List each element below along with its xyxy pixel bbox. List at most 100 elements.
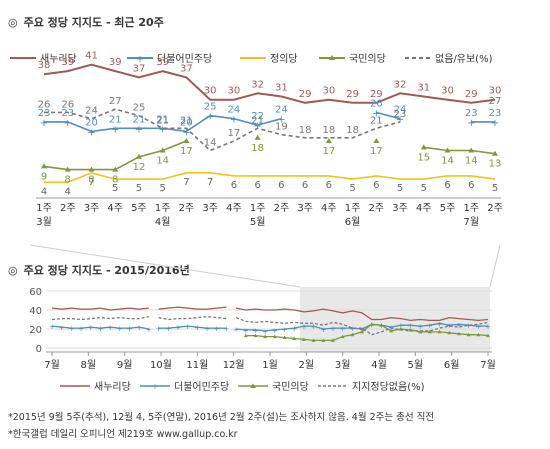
chart2-title-text: 주요 정당 지지도 - 2015/2016년 [23,264,190,277]
y-tick-20: 20 [29,325,42,336]
x-tick-6: 2주 [179,203,195,214]
c2-x-tick-0: 7월 [44,359,60,371]
legend-marker-people [329,55,335,60]
c2-point-minjoo-2: + [68,325,74,333]
point-people-0 [41,163,47,169]
x-tick-12: 4주 [321,203,337,214]
point-minjoo-2: + [87,127,95,138]
data-label-people-17: 14 [441,156,454,167]
x-tick-11: 3주 [297,203,313,214]
c2-point-minjoo-16: + [204,325,210,333]
c2-point-minjoo-43: + [466,322,472,330]
y-tick-60: 60 [29,287,42,298]
month-label-7월: 7월 [463,216,479,228]
x-tick-1: 2주 [60,203,76,214]
data-label-minjoo-19: 23 [489,108,502,119]
x-tick-16: 4주 [416,203,432,214]
x-tick-3: 4주 [107,203,123,214]
c2-series-line-people-0 [245,323,489,342]
data-label-none-15: 23 [394,109,407,120]
c2-point-minjoo-39: + [427,322,433,330]
c2-point-people-43 [466,332,471,337]
data-label-justice-14: 6 [373,180,379,191]
c2-series-line-none-2 [235,316,489,336]
c2-x-tick-2: 9월 [117,359,133,371]
c2-x-tick-3: 10월 [150,359,172,371]
c2-point-minjoo-18: + [223,325,229,333]
c2-point-minjoo-27: + [311,323,317,331]
data-label-people-6: 17 [180,146,193,157]
c2-legend-label-people: 국민의당 [272,381,309,393]
data-label-saenuri-5: 39 [156,57,169,68]
data-label-none-9: 21 [251,115,264,126]
c2-point-people-24 [282,335,287,340]
x-tick-15: 3주 [392,203,408,214]
data-label-none-10: 19 [275,122,288,133]
point-minjoo-0: + [40,118,48,129]
c2-point-minjoo-14: + [185,323,191,331]
data-label-minjoo-10: 24 [275,105,288,116]
footnote-2: *한국갤럽 데일리 오피니언 제219호 www.gallup.co.kr [8,429,238,440]
x-tick-18: 1주 [463,203,479,214]
series-line-saenuri-0 [43,63,496,104]
c2-x-tick-5: 12월 [223,359,245,371]
c2-series-line-saenuri-1 [158,306,227,310]
data-label-saenuri-9: 32 [251,79,264,90]
data-label-justice-15: 5 [397,183,403,194]
point-minjoo-14: + [372,108,380,119]
legend-label-none: 없음/유보(%) [435,52,493,65]
c2-point-minjoo-4: + [88,324,94,332]
chart1-title: ◎ 주요 정당 지지도 - 최근 20주 [8,14,164,30]
chart2-title: ◎ 주요 정당 지지도 - 2015/2016년 [8,262,190,278]
point-minjoo-4: + [135,124,143,135]
data-label-saenuri-2: 41 [85,51,98,62]
data-label-none-0: 26 [38,99,51,110]
data-label-saenuri-10: 31 [275,82,288,93]
data-label-none-5: 21 [156,115,169,126]
c2-x-tick-9: 4월 [371,359,387,371]
title2-mark: ◎ [8,264,18,277]
data-label-minjoo-6: 20 [180,117,193,128]
data-label-saenuri-6: 37 [180,63,193,74]
data-label-saenuri-18: 29 [465,89,478,100]
data-label-saenuri-4: 37 [133,63,146,74]
data-label-none-12: 18 [322,125,335,136]
c2-point-minjoo-26: + [301,323,307,331]
point-people-12 [325,137,332,143]
data-label-justice-4: 5 [136,183,142,194]
x-tick-14: 2주 [369,203,385,214]
c2-point-people-39 [427,329,432,334]
series-line-minjoo-1 [376,111,401,120]
title1-mark: ◎ [8,16,18,29]
c2-point-minjoo-5: + [98,325,104,333]
c2-point-minjoo-38: + [417,323,423,331]
data-label-saenuri-0: 38 [38,60,51,71]
legend-label-people: 국민의당 [349,53,386,65]
c2-point-minjoo-31: + [349,325,355,333]
c2-series-line-none-0 [51,315,150,321]
c2-x-tick-6: 1월 [262,359,278,371]
zoom-connector-right [489,244,501,288]
series-line-people-4 [423,146,496,155]
x-tick-0: 1주 [36,203,52,214]
point-people-4 [135,153,142,159]
data-label-people-3: 8 [112,175,118,186]
data-label-people-0: 9 [41,171,47,182]
data-label-people-1: 8 [65,175,71,186]
data-label-minjoo-18: 23 [465,108,478,119]
data-label-justice-3: 5 [112,183,118,194]
data-label-people-19: 13 [489,159,502,170]
data-label-people-12: 17 [322,146,335,157]
x-tick-7: 3주 [202,203,218,214]
c2-point-people-27 [311,338,316,342]
data-label-none-3: 27 [109,96,122,107]
point-people-14 [373,137,380,143]
data-label-people-9: 18 [251,143,264,154]
c2-point-people-25 [292,336,297,340]
c2-point-people-33 [369,322,374,326]
c2-legend-marker-people [250,383,256,388]
data-label-saenuri-7: 30 [204,86,217,97]
data-label-none-6: 21 [180,115,193,126]
c2-point-people-28 [321,338,326,342]
month-label-4월: 4월 [155,216,171,228]
